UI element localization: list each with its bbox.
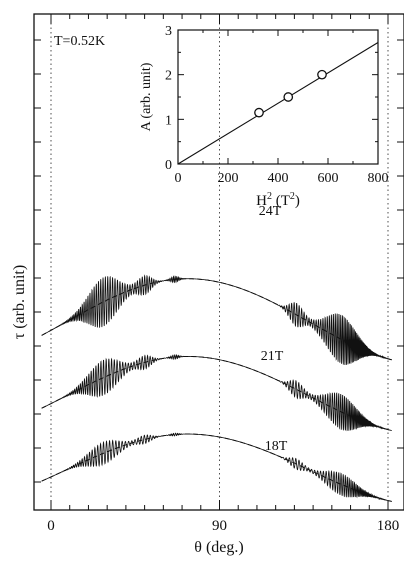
inset-y-tick-label-3: 3 [165,24,172,39]
inset-x-tick-label-400: 400 [268,171,289,186]
main-x-tick-labels: 0 90 180 [47,518,399,534]
main-gridlines [50,14,389,510]
series-label-24T: 24T [259,204,282,219]
inset-x-title-main: H [256,193,267,209]
inset-point-0 [254,107,264,118]
inset-y-tick-label-1: 1 [165,113,172,128]
torque-curve-24T [41,274,392,366]
torque-curve-18T [41,432,392,502]
main-plot-frame [33,13,404,511]
main-series-labels: 24T 21T 18T [259,204,288,454]
x-tick-label-90: 90 [212,518,227,534]
series-label-21T: 21T [261,349,284,364]
main-series-group [41,274,392,502]
inset-linear-fit [177,42,379,165]
inset-x-tick-label-0: 0 [175,171,182,186]
temperature-annotation: T=0.52K [54,34,105,49]
inset-x-tick-label-200: 200 [218,171,239,186]
main-x-axis-title: θ (deg.) [194,539,243,556]
x-tick-label-180: 180 [377,518,400,534]
series-label-18T: 18T [265,439,288,454]
x-tick-label-0: 0 [47,518,55,534]
main-axis-ticks [34,14,404,510]
background-curve-18T [41,433,392,502]
inset-point-2 [317,69,327,80]
inset-x-title-units-sup: 2 [290,191,295,202]
inset-x-tick-labels: 0 200 400 600 800 [175,171,389,186]
torque-curve-21T [41,354,392,432]
inset-x-title-sup: 2 [267,191,272,202]
inset-y-axis-title: A (arb. unit) [139,62,154,131]
inset-y-tick-label-0: 0 [165,158,172,173]
inset-x-axis-title: H2 (T2) [256,191,300,209]
inset-x-title-units: (T [272,193,290,209]
inset-plot-frame [177,29,379,165]
inset-y-tick-labels: 0 1 2 3 [165,24,172,173]
inset-data-points [254,69,327,118]
inset-axis-ticks [177,29,379,165]
inset-y-tick-label-2: 2 [165,69,172,84]
inset-x-title-close: ) [295,193,300,209]
inset-point-1 [283,92,294,102]
inset-x-tick-label-800: 800 [368,171,389,186]
main-y-axis-title: τ (arb. unit) [11,265,28,339]
inset-x-tick-label-600: 600 [318,171,339,186]
